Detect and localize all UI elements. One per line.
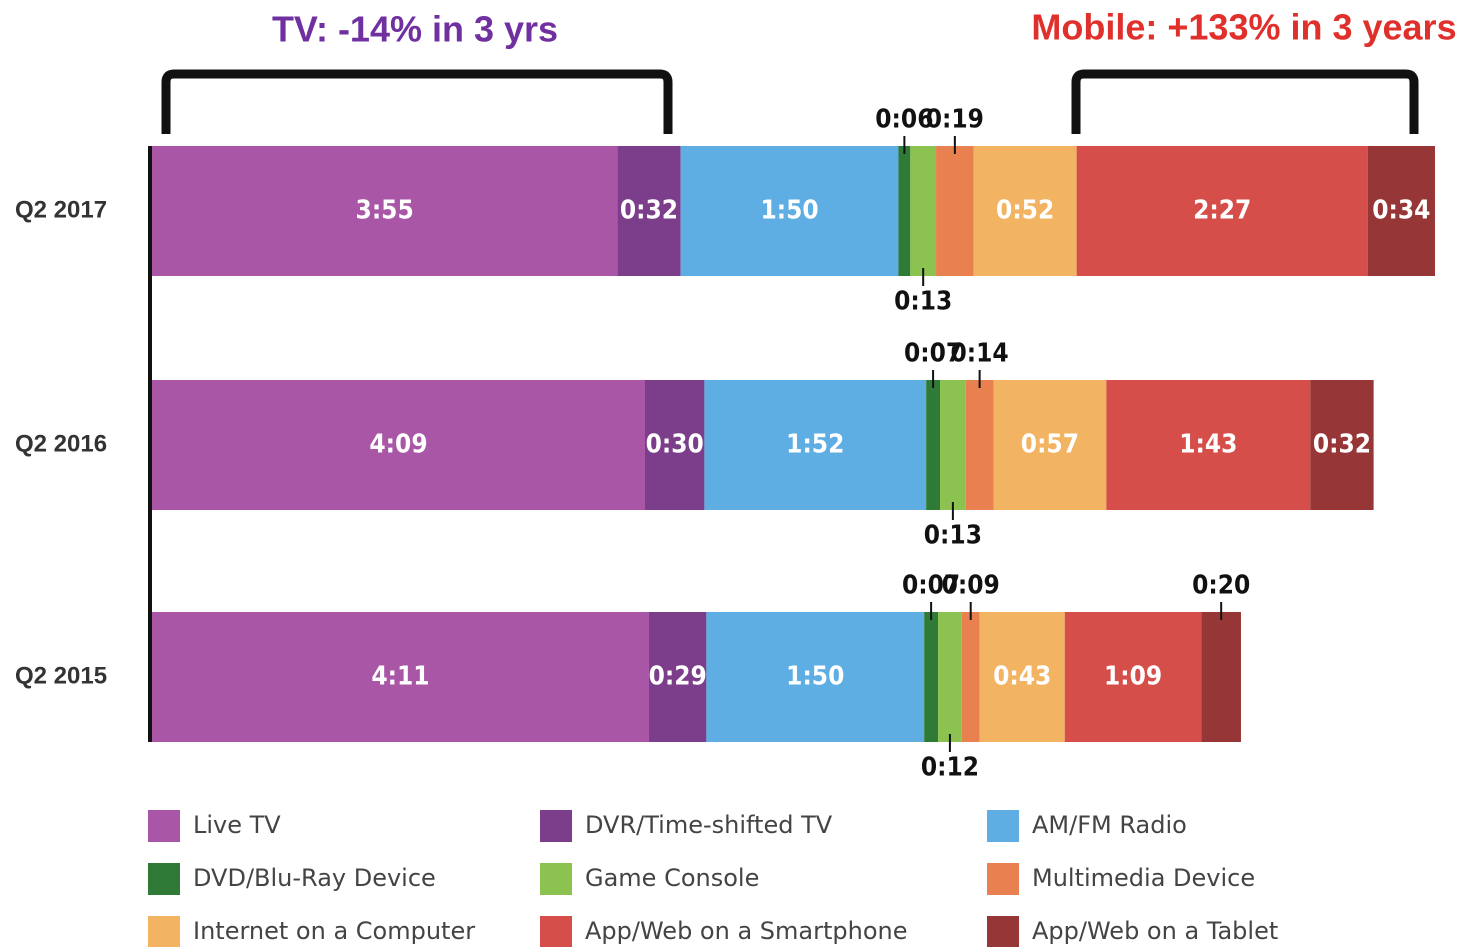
- legend-swatch: [540, 916, 572, 947]
- legend-label: DVR/Time-shifted TV: [585, 811, 833, 839]
- value-label: 0:57: [1021, 430, 1079, 460]
- bar-segment: [936, 146, 974, 276]
- bar-segment: [152, 380, 646, 510]
- legend-swatch: [148, 863, 180, 895]
- bar-segment: [704, 380, 927, 510]
- value-label: 1:52: [786, 430, 844, 460]
- bar-segment: [926, 380, 941, 510]
- value-label: 0:19: [926, 105, 984, 135]
- legend-swatch: [148, 810, 180, 842]
- legend-label: Multimedia Device: [1032, 864, 1255, 892]
- value-label: 0:14: [951, 339, 1009, 369]
- bar-segment: [965, 380, 994, 510]
- bar-segment: [940, 380, 966, 510]
- bar-segment: [973, 146, 1077, 276]
- value-label: 2:27: [1193, 196, 1251, 226]
- bar-segment: [993, 380, 1107, 510]
- value-label: 0:12: [921, 753, 979, 783]
- value-label: 0:52: [996, 196, 1054, 226]
- value-label: 4:09: [369, 430, 427, 460]
- value-label: 0:07: [902, 571, 960, 601]
- value-label: 0:07: [904, 339, 962, 369]
- bar-segment: [1310, 380, 1374, 510]
- value-label: 0:43: [993, 662, 1051, 692]
- legend-swatch: [987, 916, 1019, 947]
- value-label: 0:29: [649, 662, 707, 692]
- value-label: 0:06: [875, 105, 933, 135]
- bar-segment: [706, 612, 925, 742]
- bar-segment: [1367, 146, 1435, 276]
- category-label: Q2 2015: [15, 662, 107, 689]
- legend-swatch: [540, 810, 572, 842]
- value-label: 0:13: [894, 287, 952, 317]
- value-label: 4:11: [371, 662, 429, 692]
- value-label: 0:09: [942, 571, 1000, 601]
- value-label: 0:34: [1372, 196, 1430, 226]
- legend-label: AM/FM Radio: [1032, 811, 1187, 839]
- bar-segment: [938, 612, 962, 742]
- legend-label: App/Web on a Smartphone: [585, 917, 908, 945]
- bar-segment: [1076, 146, 1368, 276]
- bar-segment: [152, 612, 649, 742]
- legend-label: Internet on a Computer: [193, 917, 475, 945]
- bracket: [161, 69, 673, 134]
- value-label: 0:32: [620, 196, 678, 226]
- category-label: Q2 2017: [15, 196, 107, 223]
- legend-label: App/Web on a Tablet: [1032, 917, 1278, 945]
- bar-segment: [1106, 380, 1311, 510]
- bar-segment: [152, 146, 618, 276]
- value-label: 1:09: [1104, 662, 1162, 692]
- legend-label: Live TV: [193, 811, 281, 839]
- legend-swatch: [540, 863, 572, 895]
- legend-label: DVD/Blu-Ray Device: [193, 864, 436, 892]
- legend-swatch: [148, 916, 180, 947]
- bar-segment: [979, 612, 1065, 742]
- value-label: 0:20: [1192, 571, 1250, 601]
- legend-swatch: [987, 810, 1019, 842]
- bar-segment: [898, 146, 911, 276]
- bar-segment: [645, 380, 705, 510]
- value-label: 3:55: [356, 196, 414, 226]
- legend-label: Game Console: [585, 864, 759, 892]
- annotation: Mobile: +133% in 3 years: [1031, 7, 1456, 48]
- annotation: TV: -14% in 3 yrs: [272, 9, 558, 50]
- value-label: 1:50: [760, 196, 818, 226]
- bar-segment: [1201, 612, 1241, 742]
- legend-swatch: [987, 863, 1019, 895]
- bar-segment: [617, 146, 681, 276]
- bar-segment: [961, 612, 980, 742]
- bar-segment: [680, 146, 899, 276]
- category-label: Q2 2016: [15, 430, 107, 457]
- bar-segment: [648, 612, 707, 742]
- bracket: [1071, 69, 1419, 134]
- value-label: 0:30: [646, 430, 704, 460]
- bar-segment: [910, 146, 937, 276]
- bar-segment: [924, 612, 939, 742]
- value-label: 0:13: [924, 521, 982, 551]
- value-label: 1:43: [1179, 430, 1237, 460]
- value-label: 0:32: [1313, 430, 1371, 460]
- value-label: 1:50: [786, 662, 844, 692]
- bar-segment: [1064, 612, 1202, 742]
